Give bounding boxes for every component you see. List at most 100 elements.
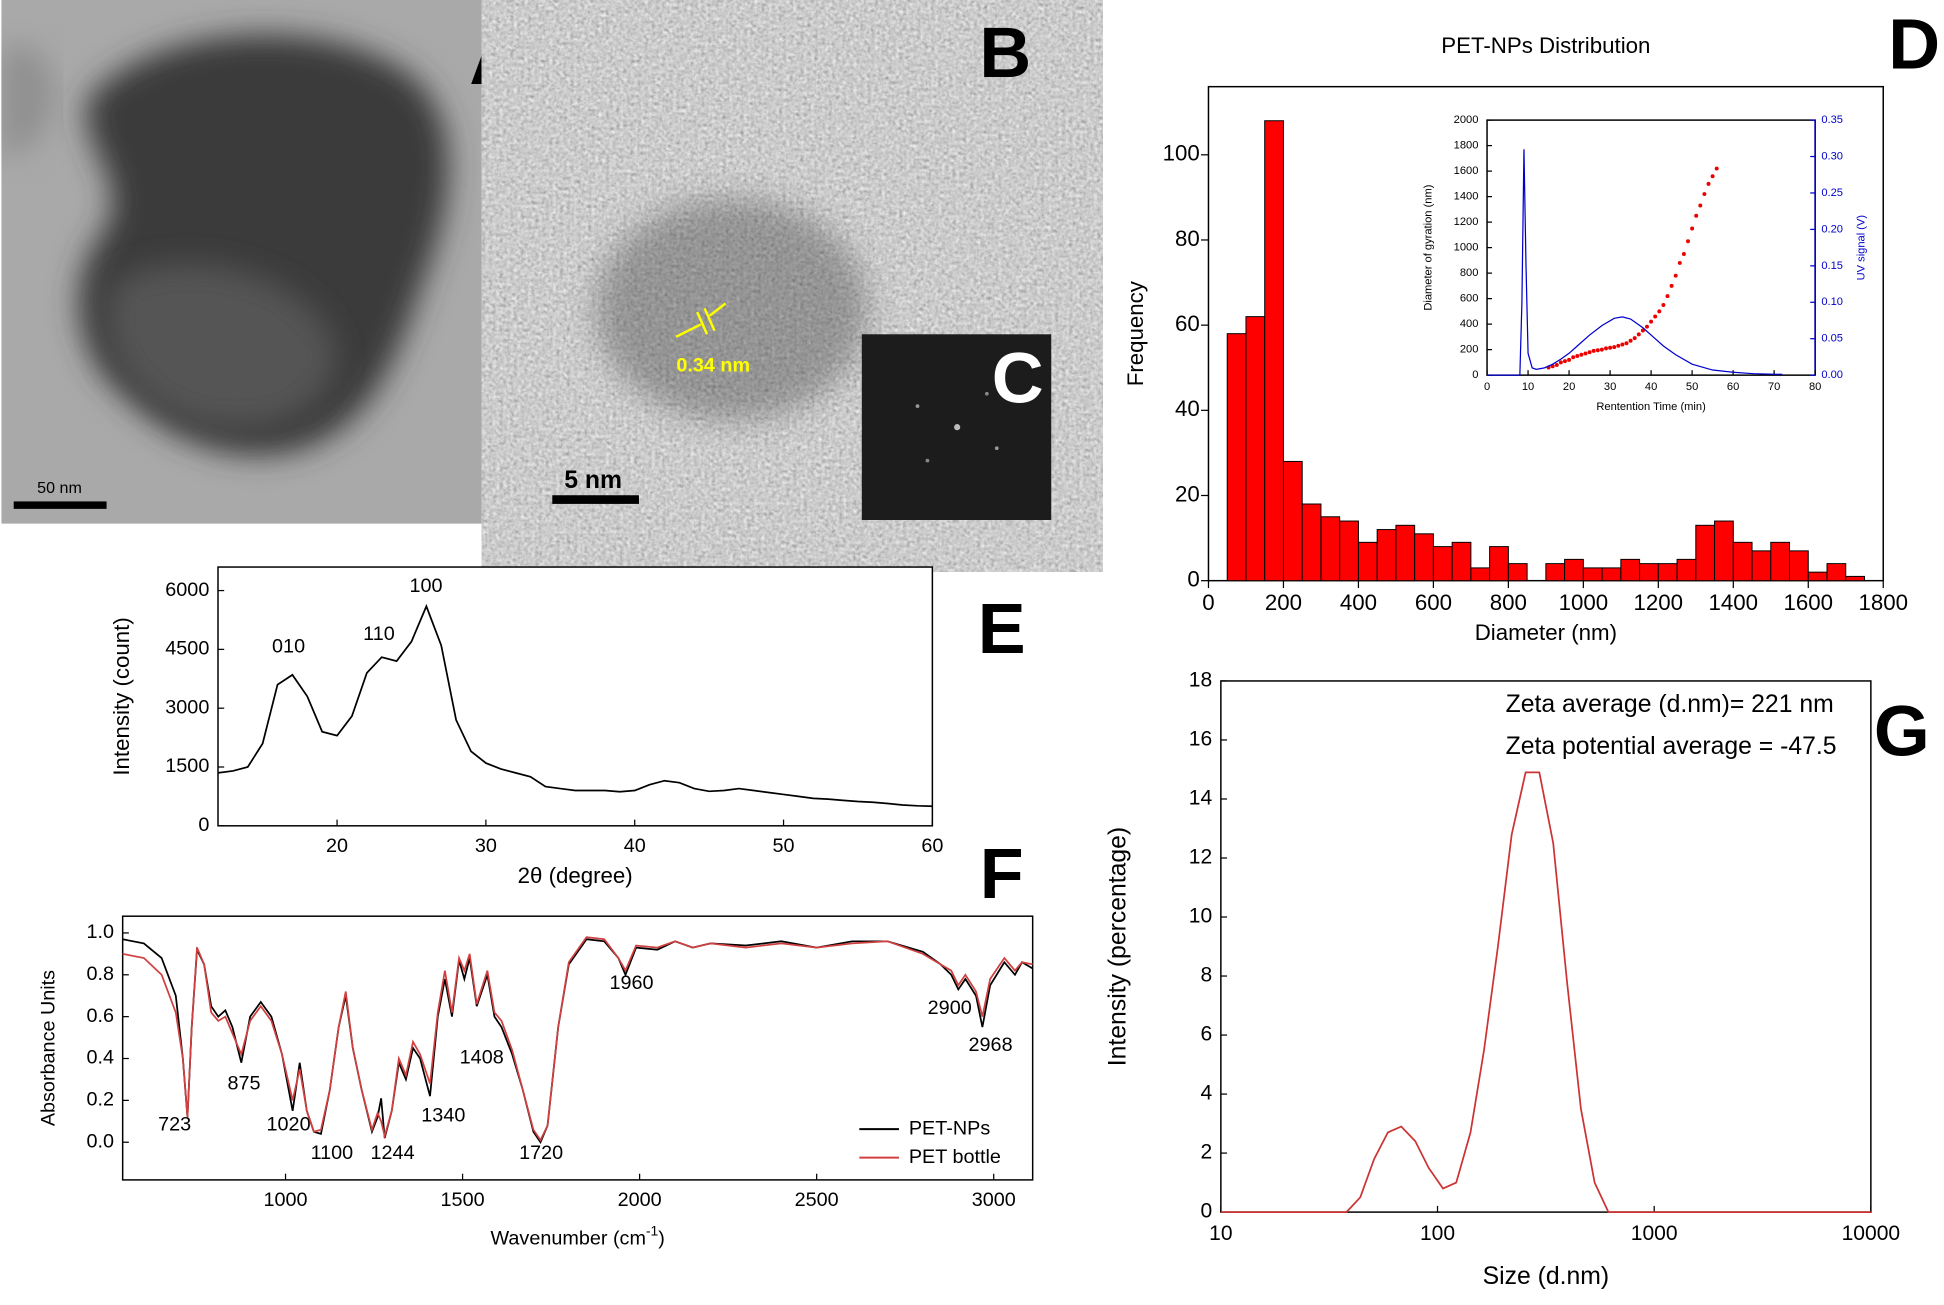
x-tick-label: 1000 xyxy=(264,1189,308,1211)
x-tick-label: 60 xyxy=(1727,381,1739,393)
y-tick-label: 8 xyxy=(1200,964,1212,987)
bar xyxy=(1470,567,1491,582)
x-tick-label: 60 xyxy=(921,835,943,857)
scatter-point xyxy=(1690,226,1695,231)
x-axis-label-part: -1 xyxy=(646,1223,659,1239)
annotation: 1244 xyxy=(371,1142,415,1164)
bar xyxy=(1620,558,1641,582)
annotation: 723 xyxy=(158,1113,191,1135)
x-axis-label: Size (d.nm) xyxy=(1483,1263,1610,1290)
x-tick-label: 1400 xyxy=(1709,590,1759,615)
scatter-point xyxy=(1599,347,1604,352)
x-tick-label: 10 xyxy=(1209,1222,1232,1245)
y-axis-label: Diameter of gyration (nm) xyxy=(1422,184,1434,310)
x-tick-label: 0 xyxy=(1202,590,1214,615)
scatter-point xyxy=(1653,314,1658,319)
scale-bar-label: 50 nm xyxy=(37,479,82,497)
scatter-point xyxy=(1702,192,1707,197)
y-tick-label: 1400 xyxy=(1454,191,1479,203)
scatter-point xyxy=(1636,332,1641,337)
y-tick-label: 0.6 xyxy=(86,1005,114,1027)
bar xyxy=(1301,503,1322,582)
y-tick-label: 0.8 xyxy=(86,963,114,985)
scatter-point xyxy=(1710,174,1715,179)
data-line xyxy=(122,936,1033,1142)
scatter-point xyxy=(1665,294,1670,299)
y-tick-label: 0 xyxy=(1200,1200,1212,1223)
bar xyxy=(1601,567,1622,582)
annotation: 100 xyxy=(409,575,442,597)
scatter-point xyxy=(1640,328,1645,333)
y-tick-label: 1.0 xyxy=(86,921,114,943)
scatter-point xyxy=(1677,260,1682,265)
chart-title: PET-NPs Distribution xyxy=(1441,33,1650,58)
y-tick-label: 1800 xyxy=(1454,140,1479,152)
scatter-point xyxy=(1698,203,1703,208)
scatter-point xyxy=(1583,351,1588,356)
y-tick-label: 0 xyxy=(198,814,209,836)
x-tick-label: 80 xyxy=(1809,381,1821,393)
y2-tick-label: 0.30 xyxy=(1821,150,1843,162)
y-tick-label: 10 xyxy=(1189,905,1212,928)
bar xyxy=(1320,516,1341,582)
scatter-point xyxy=(1567,357,1572,362)
y-tick-label: 6 xyxy=(1200,1023,1212,1046)
y-tick-label: 1500 xyxy=(165,755,209,777)
y-tick-label: 80 xyxy=(1175,226,1200,251)
y2-tick-label: 0.20 xyxy=(1821,223,1843,235)
y-tick-label: 100 xyxy=(1163,141,1200,166)
y2-tick-label: 0.05 xyxy=(1821,333,1843,345)
y-axis-label: Absorbance Units xyxy=(38,970,60,1126)
bar xyxy=(1264,120,1284,582)
y-tick-label: 600 xyxy=(1460,293,1479,305)
x-tick-label: 10000 xyxy=(1842,1222,1900,1245)
y-tick-label: 200 xyxy=(1460,344,1479,356)
y2-tick-label: 0.35 xyxy=(1821,114,1843,126)
annotation: 2968 xyxy=(969,1034,1013,1056)
annotation: 1960 xyxy=(610,972,654,994)
lattice-spacing: 0.34 nm xyxy=(676,354,750,376)
x-tick-label: 200 xyxy=(1265,590,1302,615)
scatter-point xyxy=(1645,324,1649,329)
bar xyxy=(1507,563,1528,582)
bar xyxy=(1245,316,1266,582)
panel-label: E xyxy=(978,589,1026,669)
bar xyxy=(1826,563,1847,582)
image-c: C xyxy=(861,334,1052,520)
y-tick-label: 3000 xyxy=(165,696,209,718)
y-tick-label: 1200 xyxy=(1454,216,1479,228)
x-tick-label: 1500 xyxy=(441,1189,485,1211)
scatter-point xyxy=(1604,346,1608,351)
y-tick-label: 40 xyxy=(1175,396,1200,421)
y-tick-label: 16 xyxy=(1189,728,1212,751)
scatter-point xyxy=(1624,341,1629,346)
annotation: 1720 xyxy=(519,1142,563,1164)
bar xyxy=(1564,558,1584,582)
scatter-point xyxy=(1694,213,1699,218)
y-axis-label: Intensity (count) xyxy=(109,617,134,775)
x-tick-label: 20 xyxy=(1563,381,1575,393)
x-tick-label: 20 xyxy=(326,835,348,857)
scatter-point xyxy=(1591,348,1596,353)
x-tick-label: 1600 xyxy=(1783,590,1833,615)
x-tick-label: 1800 xyxy=(1858,590,1908,615)
y2-axis-label: UV signal (V) xyxy=(1856,215,1868,281)
scatter-point xyxy=(1673,273,1678,278)
x-tick-label: 2500 xyxy=(795,1189,839,1211)
y-tick-label: 4 xyxy=(1200,1082,1212,1105)
x-tick-label: 3000 xyxy=(972,1189,1016,1211)
bar xyxy=(1282,460,1303,582)
y2-tick-label: 0.25 xyxy=(1821,187,1843,199)
bar xyxy=(1732,541,1753,582)
x-tick-label: 30 xyxy=(1604,381,1616,393)
y-tick-label: 400 xyxy=(1460,318,1479,330)
scatter-point xyxy=(1714,166,1719,171)
scatter-point xyxy=(1632,336,1637,341)
annotation: 1020 xyxy=(267,1113,311,1135)
data-line xyxy=(1487,149,1783,376)
x-tick-label: 50 xyxy=(773,835,795,857)
bar xyxy=(1489,546,1509,582)
y-tick-label: 800 xyxy=(1460,267,1479,279)
x-axis-label: Wavenumber (cm-1) xyxy=(490,1223,664,1250)
scatter-point xyxy=(1686,239,1690,244)
